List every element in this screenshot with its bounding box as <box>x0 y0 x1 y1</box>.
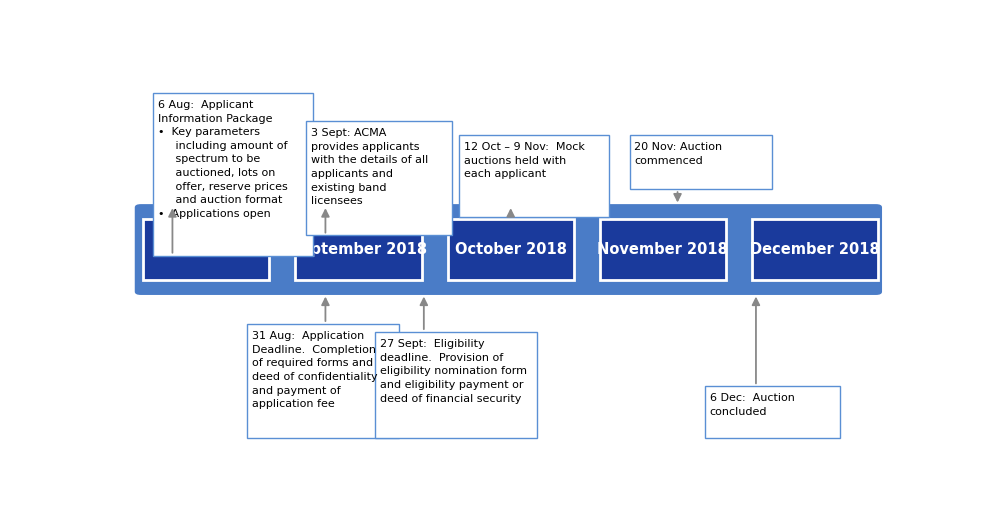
FancyBboxPatch shape <box>752 219 878 280</box>
FancyBboxPatch shape <box>143 219 269 280</box>
Text: 31 Aug:  Application
Deadline.  Completion
of required forms and
deed of confide: 31 Aug: Application Deadline. Completion… <box>252 331 377 409</box>
Text: September 2018: September 2018 <box>290 242 427 257</box>
Text: 6 Aug:  Applicant
Information Package
•  Key parameters
     including amount of: 6 Aug: Applicant Information Package • K… <box>158 100 288 219</box>
FancyBboxPatch shape <box>459 135 609 217</box>
FancyBboxPatch shape <box>153 93 313 256</box>
FancyBboxPatch shape <box>630 135 772 189</box>
FancyBboxPatch shape <box>705 386 840 438</box>
Text: October 2018: October 2018 <box>454 242 566 257</box>
FancyBboxPatch shape <box>600 219 726 280</box>
FancyBboxPatch shape <box>307 121 452 235</box>
Text: 12 Oct – 9 Nov:  Mock
auctions held with
each applicant: 12 Oct – 9 Nov: Mock auctions held with … <box>464 142 584 180</box>
Text: 6 Dec:  Auction
concluded: 6 Dec: Auction concluded <box>710 394 795 417</box>
FancyBboxPatch shape <box>247 324 399 438</box>
Text: November 2018: November 2018 <box>597 242 728 257</box>
Text: 20 Nov: Auction
commenced: 20 Nov: Auction commenced <box>635 142 722 166</box>
FancyBboxPatch shape <box>135 204 882 295</box>
Text: August 2018: August 2018 <box>154 242 259 257</box>
Text: 27 Sept:  Eligibility
deadline.  Provision of
eligibility nomination form
and el: 27 Sept: Eligibility deadline. Provision… <box>380 339 527 404</box>
Text: 3 Sept: ACMA
provides applicants
with the details of all
applicants and
existing: 3 Sept: ACMA provides applicants with th… <box>310 128 429 206</box>
FancyBboxPatch shape <box>447 219 573 280</box>
FancyBboxPatch shape <box>296 219 422 280</box>
FancyBboxPatch shape <box>375 332 537 438</box>
Text: December 2018: December 2018 <box>750 242 880 257</box>
